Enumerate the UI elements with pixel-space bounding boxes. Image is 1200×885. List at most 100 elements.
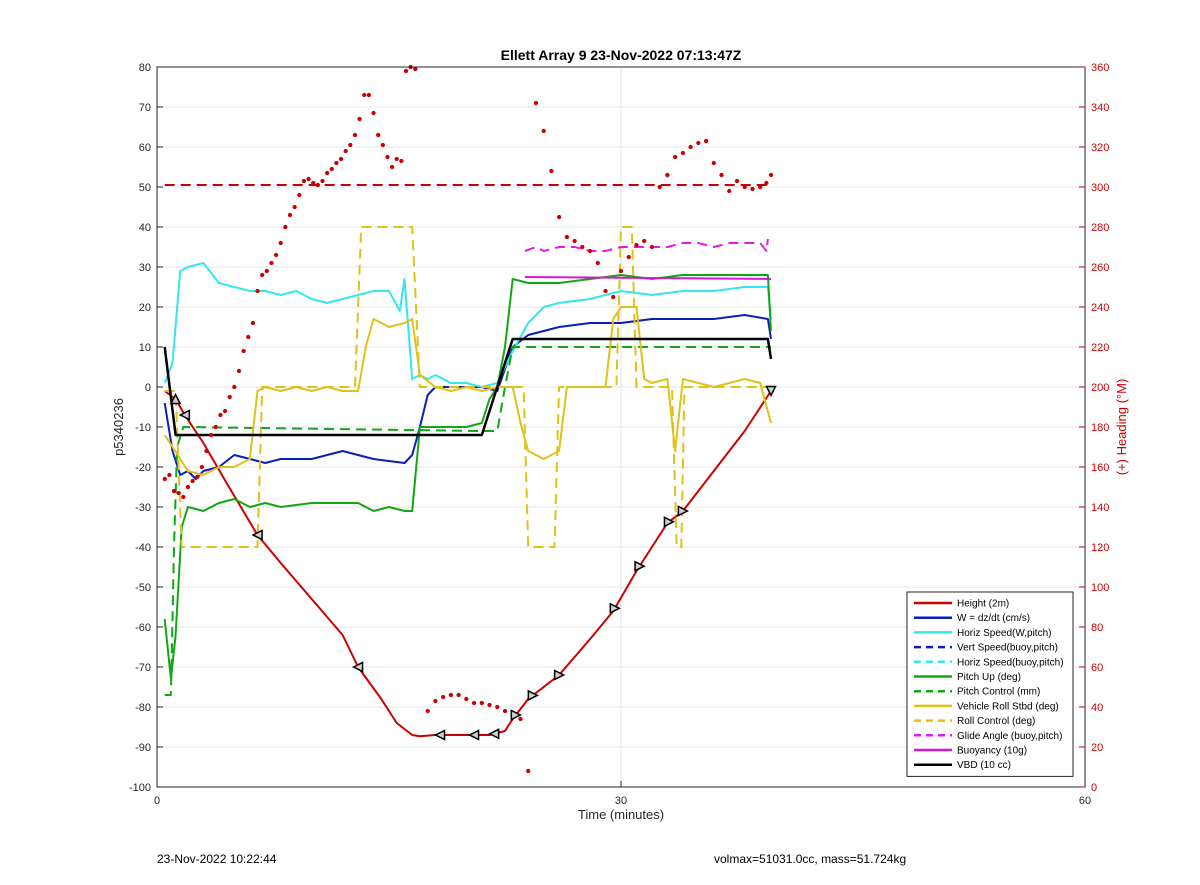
heading-point: [642, 238, 647, 244]
heading-point: [306, 176, 311, 182]
heading-point: [742, 184, 747, 190]
marker-triangle: [510, 709, 523, 721]
x-axis-label: Time (minutes): [578, 807, 664, 822]
marker-triangle: [433, 729, 446, 741]
heading-point: [167, 472, 172, 478]
heading-point: [329, 166, 334, 172]
series-line-7: [163, 306, 772, 476]
y-right-tick-label: 140: [1091, 502, 1109, 514]
heading-point: [556, 214, 562, 220]
heading-point: [199, 464, 204, 470]
heading-point: [181, 494, 186, 500]
heading-point: [680, 150, 686, 156]
heading-point: [236, 368, 242, 374]
heading-point: [734, 178, 740, 184]
heading-point: [301, 178, 307, 184]
y-axis-label: p5340236: [111, 398, 126, 456]
heading-point: [311, 180, 316, 186]
heading-point: [241, 348, 246, 354]
legend-entry: Pitch Control (mm): [957, 687, 1040, 698]
series-line-11: [163, 337, 773, 437]
heading-point: [218, 412, 223, 418]
legend-entry: Roll Control (deg): [957, 716, 1035, 727]
heading-point: [688, 144, 693, 150]
y-right-tick-label: 320: [1091, 142, 1109, 154]
legend-entry: Height (2m): [957, 599, 1009, 610]
heading-point: [758, 184, 763, 190]
heading-point: [227, 394, 232, 400]
heading-point: [162, 476, 167, 482]
heading-point: [352, 132, 358, 138]
y-right-tick-label: 20: [1091, 742, 1103, 754]
heading-point: [324, 170, 330, 176]
series-layer: [162, 64, 777, 774]
heading-point: [394, 156, 399, 162]
heading-point: [380, 142, 385, 148]
y-tick-label: 40: [139, 222, 151, 234]
heading-point: [273, 252, 279, 258]
heading-point: [626, 254, 631, 260]
y-tick-label: -10: [135, 422, 151, 434]
heading-point: [433, 698, 438, 704]
heading-point: [260, 272, 265, 278]
chart-title: Ellett Array 9 23-Nov-2022 07:13:47Z: [501, 47, 742, 63]
heading-point: [727, 188, 732, 194]
heading-point: [283, 224, 288, 230]
marker-triangle: [553, 669, 566, 681]
legend-entry: Vehicle Roll Stbd (deg): [957, 701, 1059, 712]
marker-triangle: [467, 729, 480, 741]
y-tick-label: -80: [135, 702, 151, 714]
heading-point: [502, 708, 508, 714]
heading-point: [190, 478, 195, 484]
y-tick-label: -60: [135, 622, 151, 634]
legend-entry: Vert Speed(buoy,pitch): [957, 643, 1058, 654]
marker-triangle: [178, 409, 191, 421]
heading-point: [703, 138, 709, 144]
heading-point: [750, 186, 755, 192]
y-tick-label: 60: [139, 142, 151, 154]
heading-point: [315, 182, 320, 188]
y-right-tick-label: 340: [1091, 102, 1109, 114]
heading-point: [208, 432, 214, 438]
heading-point: [171, 488, 177, 494]
heading-point: [297, 192, 302, 198]
legend-entry: Buoyancy (10g): [957, 746, 1027, 757]
y-right-tick-label: 260: [1091, 262, 1109, 274]
heading-point: [176, 490, 181, 496]
heading-point: [399, 158, 404, 164]
heading-point: [348, 142, 353, 148]
marker-triangle: [169, 392, 182, 405]
legend-box: [906, 591, 1074, 777]
legend: Height (2m) W = dz/dt (cm/s) Horiz Speed(W…: [906, 591, 1074, 777]
y-right-tick-label: 60: [1091, 662, 1103, 674]
heading-point: [665, 172, 670, 178]
legend-entry: Horiz Speed(W,pitch): [957, 628, 1051, 639]
y-right-tick-label: 80: [1091, 622, 1103, 634]
y-tick-label: -90: [135, 742, 151, 754]
heading-point: [587, 248, 593, 254]
heading-point: [389, 164, 395, 170]
heading-point: [278, 240, 283, 246]
heading-point: [232, 384, 237, 390]
heading-point: [287, 212, 293, 218]
heading-point: [250, 320, 256, 326]
axes: -100-90-80-70-60-50-40-30-20-10010203040…: [129, 62, 1109, 807]
series-line-8: [164, 226, 771, 548]
heading-point: [255, 288, 260, 294]
y-right-tick-label: 160: [1091, 462, 1109, 474]
heading-point: [518, 716, 523, 722]
y-tick-label: -70: [135, 662, 151, 674]
heading-point: [320, 178, 325, 184]
heading-point: [657, 184, 662, 190]
marker-triangle: [251, 529, 263, 541]
heading-point: [292, 204, 297, 210]
series-line-10: [525, 276, 772, 280]
marker-triangle: [487, 728, 500, 740]
y-axis-right-label: (+) Heading (°M): [1114, 379, 1129, 476]
heading-point: [768, 172, 774, 178]
heading-point: [185, 484, 191, 490]
legend-entry: Glide Angle (buoy,pitch): [957, 731, 1062, 742]
heading-point: [711, 160, 716, 166]
heading-point: [246, 334, 251, 340]
marker-triangle: [677, 505, 690, 517]
